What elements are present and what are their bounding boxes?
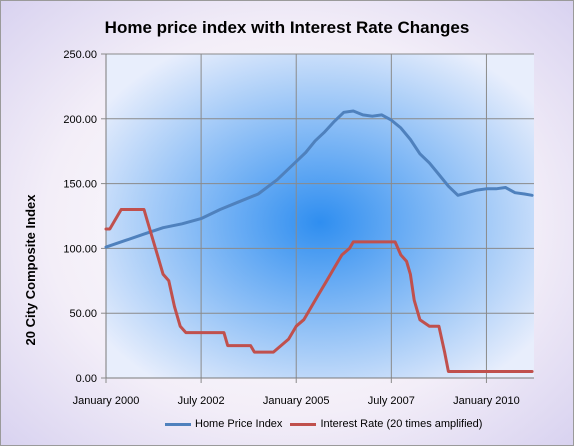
legend-swatch-rate [290,422,317,426]
x-tick-label: January 2000 [73,395,140,407]
legend-label-rate: Interest Rate (20 times amplified) [320,418,483,430]
legend-label-home: Home Price Index [195,418,283,430]
y-tick-label: 0.00 [76,373,97,385]
gridlines [105,53,534,379]
plot-area [106,54,534,378]
legend-swatch-home [165,422,191,426]
y-tick-label: 50.00 [69,308,97,320]
interest-rate-line [104,208,534,373]
x-tick-label: July 2002 [178,395,225,407]
y-tick-label: 100.00 [63,243,97,255]
x-axis-ticks: January 2000 July 2002 January 2005 July 20… [73,378,520,407]
chart-title: Home price index with Interest Rate Chan… [104,18,470,37]
legend-item-home: Home Price Index [165,418,282,430]
x-tick-label: January 2005 [263,395,330,407]
y-tick-label: 150.00 [63,179,97,191]
y-axis-ticks: 0.00 50.00 100.00 150.00 200.00 250.00 [63,49,106,385]
x-tick-label: January 2010 [453,395,520,407]
legend-item-rate: Interest Rate (20 times amplified) [290,418,482,430]
series-lines [104,109,534,373]
home-price-index-line [104,109,534,249]
y-tick-label: 200.00 [63,114,97,126]
y-tick-label: 250.00 [63,49,97,61]
x-tick-label: July 2007 [368,395,415,407]
legend: Home Price Index Interest Rate (20 times… [165,418,490,430]
